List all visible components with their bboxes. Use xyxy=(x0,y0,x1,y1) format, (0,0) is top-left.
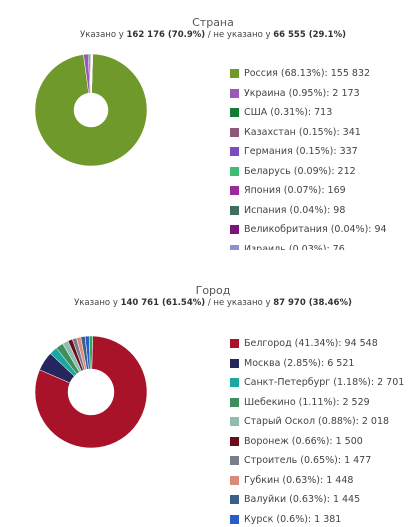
legend-swatch xyxy=(230,436,239,446)
legend-swatch xyxy=(230,244,239,250)
legend-label: Россия (68.13%): 155 832 xyxy=(244,68,371,80)
legend-label: Израиль (0.03%): 76 xyxy=(244,243,345,250)
legend-swatch xyxy=(230,514,239,524)
legend-label: Великобритания (0.04%): 94 xyxy=(244,224,387,236)
city-sub-prefix: Указано у xyxy=(74,298,118,308)
country-sub-prefix: Указано у xyxy=(80,30,124,40)
legend-item-япония[interactable]: Япония (0.07%): 169 xyxy=(230,181,411,201)
legend-item-воронеж[interactable]: Воронеж (0.66%): 1 500 xyxy=(230,432,411,452)
legend-label: Санкт-Петербург (1.18%): 2 701 xyxy=(244,377,405,389)
legend-item-строитель[interactable]: Строитель (0.65%): 1 477 xyxy=(230,451,411,471)
legend-label: Воронеж (0.66%): 1 500 xyxy=(244,435,363,447)
city-legend: Белгород (41.34%): 94 548 Москва (2.85%):… xyxy=(230,334,411,527)
legend-item-казахстан[interactable]: Казахстан (0.15%): 341 xyxy=(230,123,411,143)
country-title: Страна xyxy=(192,16,234,29)
city-donut-chart xyxy=(34,335,148,449)
slice-белгород[interactable] xyxy=(34,335,148,449)
legend-item-шебекино[interactable]: Шебекино (1.11%): 2 529 xyxy=(230,393,411,413)
legend-swatch xyxy=(230,225,239,235)
legend-swatch xyxy=(230,358,239,368)
legend-swatch xyxy=(230,456,239,466)
legend-item-беларусь[interactable]: Беларусь (0.09%): 212 xyxy=(230,162,411,182)
country-panel: Страна Указано у 162 176 (70.9%) / не ук… xyxy=(0,0,411,255)
legend-label: Губкин (0.63%): 1 448 xyxy=(244,474,354,486)
legend-item-испания[interactable]: Испания (0.04%): 98 xyxy=(230,201,411,221)
legend-item-украина[interactable]: Украина (0.95%): 2 173 xyxy=(230,84,411,104)
legend-label: Япония (0.07%): 169 xyxy=(244,185,346,197)
legend-item-москва[interactable]: Москва (2.85%): 6 521 xyxy=(230,354,411,374)
legend-label: Курск (0.6%): 1 381 xyxy=(244,513,342,525)
country-legend: Россия (68.13%): 155 832 Украина (0.95%):… xyxy=(230,64,411,250)
legend-label: Строитель (0.65%): 1 477 xyxy=(244,455,372,467)
legend-item-сша[interactable]: США (0.31%): 713 xyxy=(230,103,411,123)
legend-label: Шебекино (1.11%): 2 529 xyxy=(244,396,370,408)
legend-swatch xyxy=(230,475,239,485)
legend-item-губкин[interactable]: Губкин (0.63%): 1 448 xyxy=(230,471,411,491)
legend-swatch xyxy=(230,69,239,79)
city-unspecified-count: 87 970 (38.46%) xyxy=(273,298,352,308)
legend-swatch xyxy=(230,417,239,427)
legend-swatch xyxy=(230,166,239,176)
legend-swatch xyxy=(230,495,239,505)
country-unspecified-count: 66 555 (29.1%) xyxy=(273,30,346,40)
legend-item-валуйки[interactable]: Валуйки (0.63%): 1 445 xyxy=(230,490,411,510)
legend-label: Беларусь (0.09%): 212 xyxy=(244,165,356,177)
legend-item-израиль[interactable]: Израиль (0.03%): 76 xyxy=(230,240,411,250)
legend-label: Валуйки (0.63%): 1 445 xyxy=(244,494,361,506)
country-subtitle: Указано у 162 176 (70.9%) / не указано у… xyxy=(0,30,411,40)
legend-swatch xyxy=(230,127,239,137)
legend-swatch xyxy=(230,186,239,196)
country-sub-middle: / не указано у xyxy=(207,30,271,40)
legend-swatch xyxy=(230,378,239,388)
city-title: Город xyxy=(195,284,231,297)
legend-item-белгород[interactable]: Белгород (41.34%): 94 548 xyxy=(230,334,411,354)
legend-item-великобритания[interactable]: Великобритания (0.04%): 94 xyxy=(230,220,411,240)
slice-россия[interactable] xyxy=(34,53,148,167)
legend-swatch xyxy=(230,205,239,215)
legend-label: Старый Оскол (0.88%): 2 018 xyxy=(244,416,390,428)
city-specified-count: 140 761 (61.54%) xyxy=(120,298,206,308)
legend-label: США (0.31%): 713 xyxy=(244,107,333,119)
country-specified-count: 162 176 (70.9%) xyxy=(126,30,206,40)
legend-label: Москва (2.85%): 6 521 xyxy=(244,357,355,369)
legend-swatch xyxy=(230,397,239,407)
country-donut-chart xyxy=(34,53,148,167)
slice-италия[interactable] xyxy=(91,53,94,94)
legend-swatch xyxy=(230,88,239,98)
legend-item-санкт-петербург[interactable]: Санкт-Петербург (1.18%): 2 701 xyxy=(230,373,411,393)
legend-item-курск[interactable]: Курск (0.6%): 1 381 xyxy=(230,510,411,527)
legend-label: Испания (0.04%): 98 xyxy=(244,204,346,216)
legend-label: Казахстан (0.15%): 341 xyxy=(244,126,361,138)
legend-item-старый-оскол[interactable]: Старый Оскол (0.88%): 2 018 xyxy=(230,412,411,432)
legend-label: Украина (0.95%): 2 173 xyxy=(244,87,360,99)
legend-item-германия[interactable]: Германия (0.15%): 337 xyxy=(230,142,411,162)
slice-алексеевка[interactable] xyxy=(88,335,94,370)
city-panel: Город Указано у 140 761 (61.54%) / не ук… xyxy=(0,270,411,527)
legend-label: Белгород (41.34%): 94 548 xyxy=(244,338,378,350)
legend-swatch xyxy=(230,147,239,157)
legend-swatch xyxy=(230,339,239,349)
city-sub-middle: / не указано у xyxy=(207,298,271,308)
legend-item-россия[interactable]: Россия (68.13%): 155 832 xyxy=(230,64,411,84)
legend-label: Германия (0.15%): 337 xyxy=(244,146,358,158)
city-subtitle: Указано у 140 761 (61.54%) / не указано … xyxy=(0,298,411,308)
legend-swatch xyxy=(230,108,239,118)
